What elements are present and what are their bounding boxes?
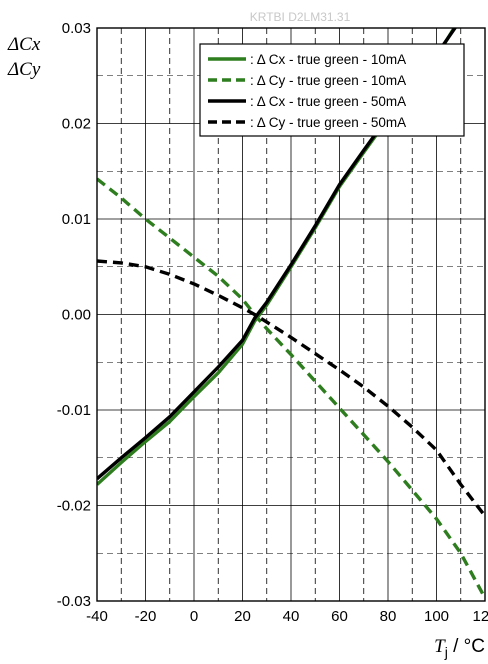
x-tick-label: 60 <box>331 608 348 625</box>
y-tick-label: -0.03 <box>57 593 91 610</box>
y-tick-label: 0.01 <box>62 211 91 228</box>
x-tick-label: 80 <box>380 608 397 625</box>
x-axis-label-subscript: j <box>444 644 448 660</box>
x-axis-label-unit: / °C <box>448 636 485 657</box>
x-axis-label: Tj / °C <box>434 636 485 660</box>
x-tick-label: 120 <box>472 608 488 625</box>
series-line-2 <box>97 177 485 599</box>
y-axis-label-line2: ΔCy <box>7 59 41 80</box>
plot-area-frame <box>96 27 486 602</box>
y-tick-label: -0.02 <box>57 498 91 515</box>
y-axis-label-line1: ΔCx <box>7 34 41 55</box>
legend-label-3: : Δ Cx - true green - 50mA <box>250 94 406 109</box>
series-line-4 <box>97 259 485 518</box>
x-tick-label: 0 <box>190 608 198 625</box>
x-tick-label: 40 <box>283 608 300 625</box>
y-tick-labels: -0.03 -0.02 -0.01 0.00 0.01 0.02 0.03 <box>57 20 91 610</box>
x-tick-label: -40 <box>86 608 108 625</box>
y-tick-label: 0.02 <box>62 116 91 133</box>
x-tick-label: 20 <box>234 608 251 625</box>
legend-label-4: : Δ Cy - true green - 50mA <box>250 115 406 130</box>
y-tick-label: 0.03 <box>62 20 91 37</box>
y-tick-label: 0.00 <box>62 307 91 324</box>
x-tick-label: -20 <box>135 608 157 625</box>
watermark-text: KRTBI D2LM31.31 <box>250 10 351 24</box>
y-tick-label: -0.01 <box>57 402 91 419</box>
x-tick-labels: -40 -20 0 20 40 60 80 100 120 <box>86 608 488 625</box>
x-axis-label-symbol: T <box>434 636 446 657</box>
x-tick-label: 100 <box>424 608 449 625</box>
legend: : Δ Cx - true green - 10mA : Δ Cy - true … <box>199 43 465 137</box>
legend-label-1: : Δ Cx - true green - 10mA <box>250 52 406 67</box>
legend-label-2: : Δ Cy - true green - 10mA <box>250 73 406 88</box>
